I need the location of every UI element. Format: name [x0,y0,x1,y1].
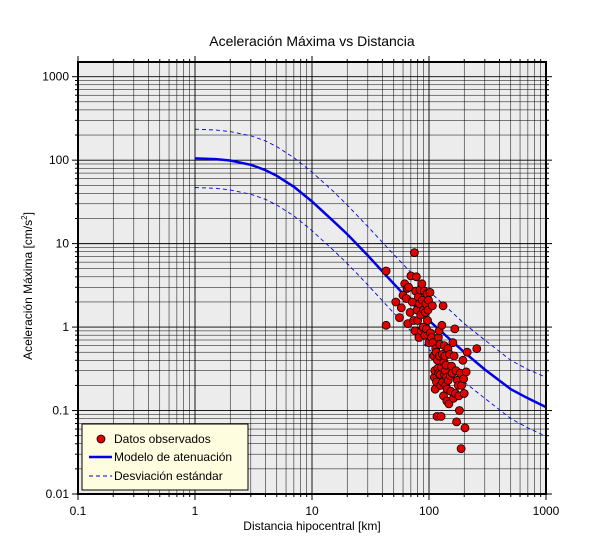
data-point [425,287,435,297]
data-point [449,351,459,361]
y-tick-label: 10 [56,237,70,251]
x-tick-label: 1000 [533,504,560,518]
y-tick-label: 0.01 [46,487,70,501]
grid [77,62,546,495]
series-layer [194,128,547,454]
data-point [460,423,470,433]
data-point [395,313,404,323]
data-point [452,417,462,427]
data-point [456,444,466,454]
x-tick-label: 0.1 [70,504,87,518]
y-tick-label: 1000 [42,70,69,84]
data-point [437,320,447,330]
y-tick-label: 100 [49,153,69,167]
x-axis-label: Distancia hipocentral [km] [243,519,380,533]
data-point [454,406,464,415]
data-point [472,344,482,354]
legend-label-model: Modelo de atenuación [114,450,232,464]
y-axis-label-superscript: 2 [20,215,29,220]
y-tick-label: 0.1 [52,404,69,418]
legend-marker-observed [96,434,106,444]
data-point [458,355,468,365]
chart-title: Aceleración Máxima vs Distancia [209,33,415,49]
data-point [448,338,458,348]
legend-label-stddev: Desviación estándar [114,469,223,483]
x-tick-label: 10 [305,504,319,518]
data-point [427,301,437,311]
data-point [444,399,454,409]
data-point [462,347,472,357]
legend-label-observed: Datos observados [114,432,211,446]
stddev-line [194,128,547,378]
data-point [423,316,432,325]
data-point [409,248,419,258]
data-point [438,301,448,311]
x-tick-label: 100 [419,504,439,518]
data-point [391,297,401,307]
data-point [381,266,391,276]
data-point [411,272,421,282]
data-point [381,320,391,330]
data-point [436,411,446,421]
x-tick-label: 1 [192,504,199,518]
data-point [417,279,427,289]
attenuation-model-line [194,157,547,409]
y-tick-label: 1 [62,320,69,334]
y-axis-label: Aceleración Máxima [cm/s2] [20,212,35,360]
stddev-line [194,187,547,437]
data-point [461,367,471,377]
data-point [396,303,406,313]
data-point [404,282,414,292]
legend: Datos observados Modelo de atenuación De… [81,423,249,491]
data-point [459,389,469,398]
data-point [450,324,460,334]
